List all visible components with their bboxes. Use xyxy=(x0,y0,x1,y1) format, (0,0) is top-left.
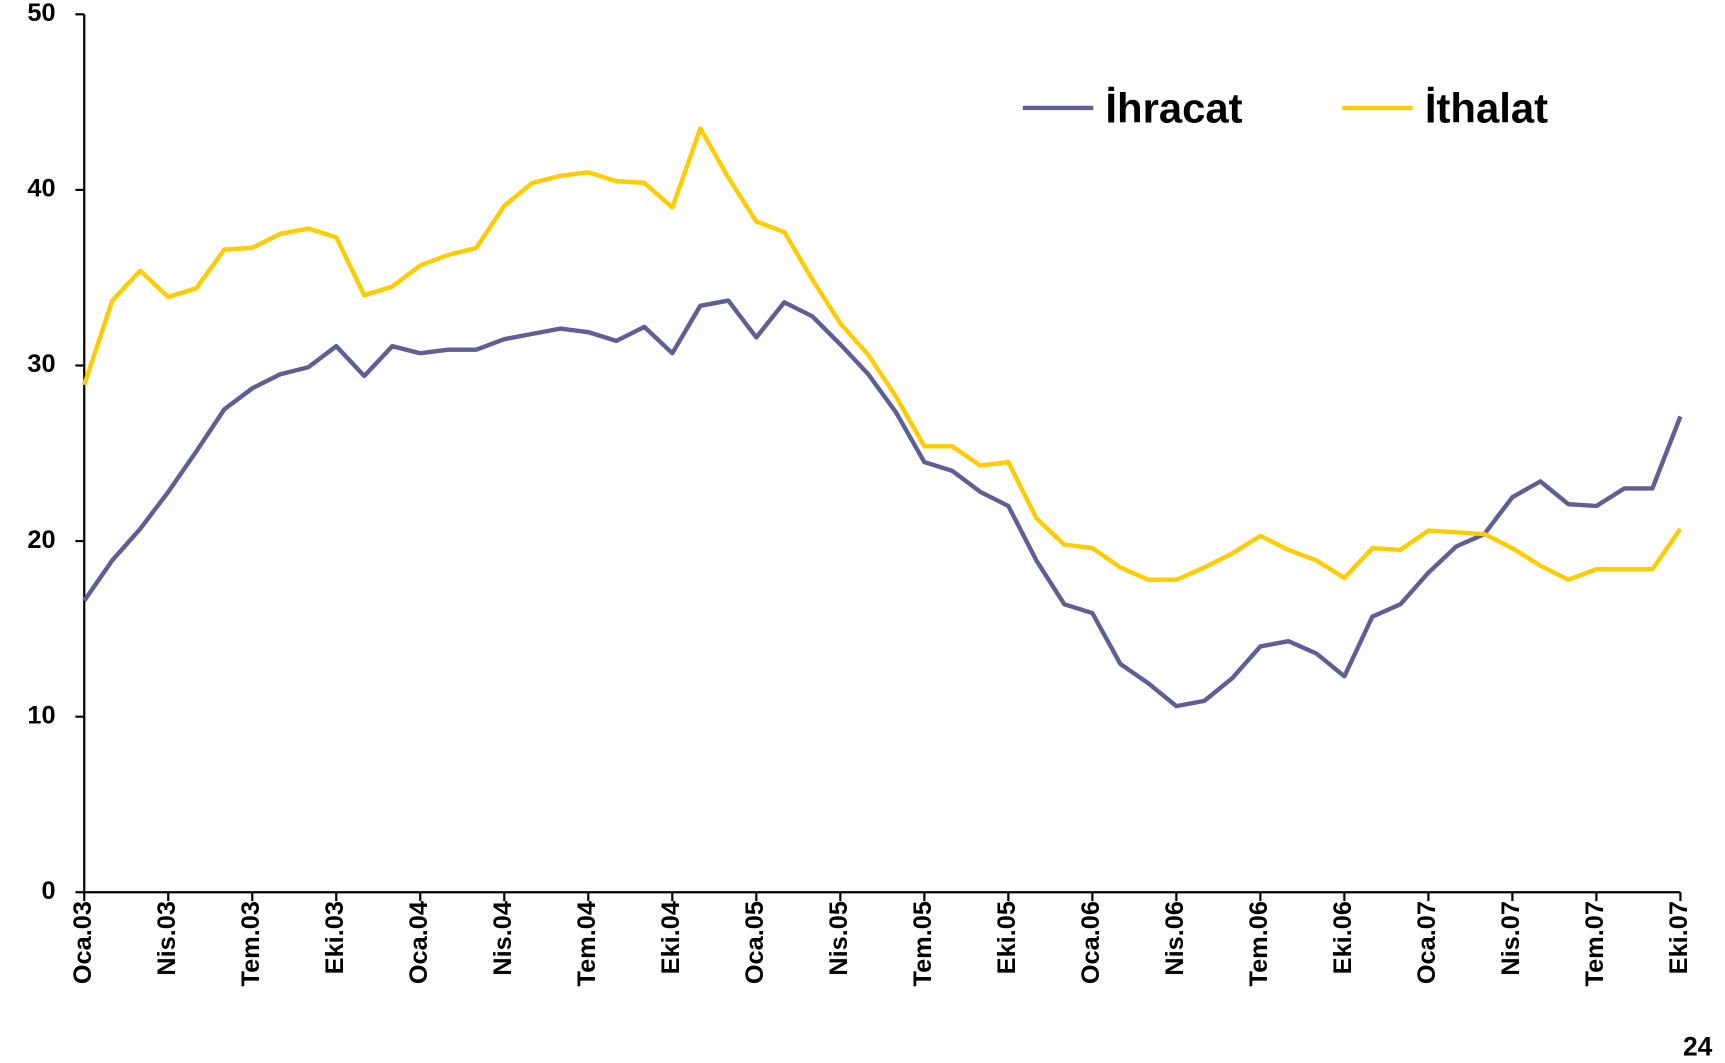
x-tick-label: Tem.05 xyxy=(909,901,937,986)
x-tick-label: Oca.07 xyxy=(1413,901,1441,984)
x-tick-label: Tem.06 xyxy=(1245,901,1273,986)
x-tick-label: Eki.04 xyxy=(657,901,685,974)
y-tick-label: 0 xyxy=(42,877,56,905)
x-tick-label: Eki.05 xyxy=(993,901,1021,974)
y-tick-label: 50 xyxy=(27,0,55,27)
x-tick-label: Tem.07 xyxy=(1581,901,1609,986)
series-line xyxy=(82,298,1683,709)
x-tick-label: Eki.03 xyxy=(321,901,349,974)
x-tick-label: Eki.07 xyxy=(1665,901,1693,974)
x-tick-label: Nis.04 xyxy=(489,901,517,976)
legend-label: İhracat xyxy=(1105,84,1242,131)
y-tick-label: 30 xyxy=(27,350,55,378)
y-tick-label: 20 xyxy=(27,526,55,554)
series-line xyxy=(82,126,1683,582)
y-tick-label: 40 xyxy=(27,175,55,203)
legend-label: İthalat xyxy=(1425,84,1548,131)
x-tick-label: Tem.03 xyxy=(237,901,265,986)
x-tick-label: Nis.06 xyxy=(1161,901,1189,976)
x-tick-label: Nis.07 xyxy=(1497,901,1525,976)
x-tick-label: Oca.04 xyxy=(405,901,433,984)
x-tick-label: Oca.05 xyxy=(741,901,769,984)
x-tick-label: Tem.04 xyxy=(573,901,601,986)
x-tick-label: Nis.05 xyxy=(825,901,853,976)
x-tick-label: Eki.06 xyxy=(1329,901,1357,974)
x-tick-label: Nis.03 xyxy=(153,901,181,976)
x-tick-label: Oca.06 xyxy=(1077,901,1105,984)
page-number: 24 xyxy=(1683,1032,1713,1062)
x-tick-label: Oca.03 xyxy=(69,901,97,984)
y-tick-label: 10 xyxy=(27,701,55,729)
